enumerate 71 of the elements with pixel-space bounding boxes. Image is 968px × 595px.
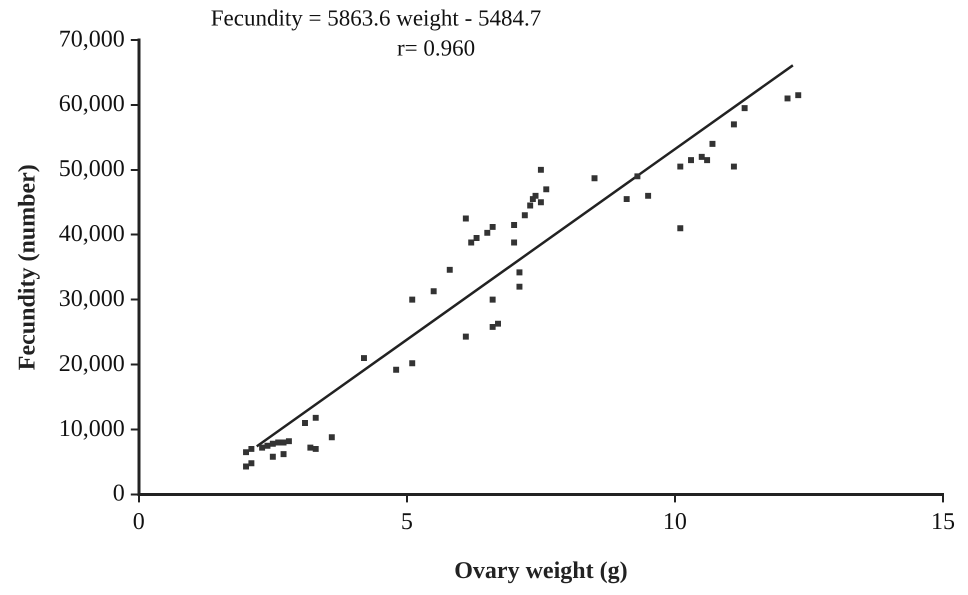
point: [264, 442, 270, 449]
point: [243, 464, 249, 470]
point: [286, 438, 292, 444]
point: [677, 164, 684, 170]
point: [688, 157, 694, 164]
y-tick-label: 0: [112, 480, 125, 507]
point: [312, 446, 319, 452]
point: [490, 324, 496, 330]
point: [409, 296, 416, 303]
point: [538, 166, 544, 173]
y-tick-label: 40,000: [58, 221, 125, 248]
point: [730, 164, 737, 170]
x-axis-title: Ovary weight (g): [454, 558, 628, 584]
point: [532, 192, 539, 199]
point: [516, 269, 522, 276]
point: [280, 439, 287, 446]
point: [645, 192, 652, 199]
y-axis-title: Fecundity (number): [14, 164, 41, 370]
point: [592, 175, 598, 182]
point: [704, 157, 710, 164]
point: [275, 439, 282, 446]
point: [742, 105, 748, 112]
point: [248, 460, 254, 466]
point: [490, 296, 496, 303]
x-tick-label: 15: [931, 509, 955, 536]
point: [527, 202, 534, 209]
y-tick-label: 50,000: [58, 156, 125, 182]
point: [730, 121, 737, 128]
point: [259, 444, 266, 451]
point: [516, 284, 522, 290]
point: [634, 173, 640, 180]
point: [280, 451, 287, 458]
point: [543, 186, 550, 192]
point: [462, 334, 469, 340]
point: [484, 230, 490, 236]
point: [302, 420, 308, 426]
x-tick-label: 5: [400, 509, 413, 536]
point: [243, 449, 249, 456]
y-tick-label: 10,000: [58, 416, 125, 442]
point: [677, 225, 684, 232]
point: [270, 454, 276, 460]
point: [495, 320, 501, 327]
point: [490, 224, 496, 230]
point: [538, 199, 544, 206]
point: [248, 446, 254, 452]
point: [307, 444, 314, 451]
x-tick-label: 10: [662, 509, 687, 536]
point: [393, 366, 400, 373]
point: [312, 414, 319, 421]
point: [511, 222, 518, 228]
point: [522, 212, 528, 218]
point: [328, 434, 335, 440]
point: [474, 235, 480, 241]
point: [462, 216, 469, 222]
point: [795, 92, 802, 98]
point: [698, 154, 705, 160]
point: [784, 95, 790, 102]
y-tick-label: 60,000: [58, 91, 125, 118]
point: [511, 240, 518, 246]
point: [624, 196, 630, 202]
y-tick-label: 30,000: [58, 286, 125, 312]
text: Fecundity = 5863.6 weight - 5484.7: [210, 6, 542, 31]
point: [430, 288, 437, 294]
point: [361, 355, 367, 362]
point: [468, 240, 474, 246]
y-tick-label: 20,000: [58, 350, 125, 377]
x-tick-label: 0: [132, 509, 145, 536]
point: [446, 266, 453, 273]
annotation: r= 0.960: [396, 36, 476, 61]
y-tick-label: 70,000: [58, 26, 125, 52]
point: [709, 140, 716, 147]
